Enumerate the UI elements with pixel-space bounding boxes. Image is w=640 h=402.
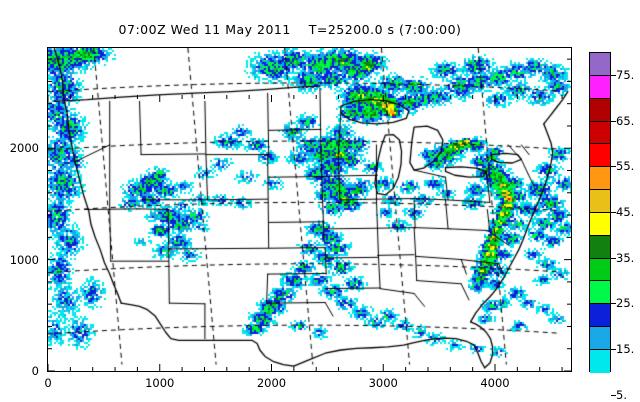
x-axis-tick-label: 2000 (256, 376, 287, 390)
colorbar-band (590, 75, 610, 99)
colorbar-band (590, 121, 610, 145)
radar-reflectivity-canvas (48, 48, 571, 371)
colorbar-tick-label: 5. (616, 387, 627, 402)
colorbar-tick (611, 303, 616, 305)
x-axis-labels: 0 1000 2000 3000 4000 (0, 376, 640, 396)
figure-title: 07:00Z Wed 11 May 2011 T=25200.0 s (7:00… (118, 22, 462, 37)
colorbar-band (590, 258, 610, 282)
colorbar-tick-label: 15. (616, 342, 635, 357)
y-axis-labels: 0 1000 2000 (0, 0, 45, 400)
colorbar-band (590, 349, 610, 373)
colorbar-tick (611, 166, 616, 168)
x-axis-tick-label: 3000 (368, 376, 398, 390)
colorbar-tick (611, 349, 616, 351)
colorbar-tick (611, 212, 616, 213)
colorbar-tick-label: 35. (616, 250, 635, 265)
colorbar-band (590, 167, 610, 191)
colorbar-band (590, 53, 610, 76)
colorbar-band (590, 98, 610, 122)
colorbar-tick-label: 75. (616, 67, 635, 82)
colorbar-band (590, 281, 610, 305)
colorbar-band (590, 212, 610, 236)
colorbar-tick (611, 120, 616, 122)
colorbar-tick-marks (611, 52, 617, 396)
colorbar-band (590, 304, 610, 328)
y-axis-tick-label: 1000 (9, 252, 39, 267)
map-plot-area (47, 47, 572, 372)
y-axis-tick-label: 0 (31, 364, 39, 378)
colorbar-tick (611, 257, 616, 259)
colorbar-band (590, 144, 610, 168)
colorbar-tick-label: 65. (616, 113, 635, 128)
colorbar-band (590, 235, 610, 259)
x-axis-tick-label: 4000 (480, 376, 510, 390)
y-axis-tick-label: 2000 (9, 141, 39, 156)
colorbar-tick-label: 45. (616, 205, 635, 219)
x-axis-tick-label: 0 (44, 376, 52, 390)
colorbar-tick-label: 55. (616, 159, 635, 174)
colorbar-band (590, 190, 610, 213)
colorbar-tick (611, 394, 616, 396)
colorbar-band (590, 327, 610, 350)
colorbar-labels: 75. 65. 55. 45. 35. 25. 15. 5. (616, 52, 640, 402)
colorbar-tick-label: 25. (616, 296, 635, 311)
colorbar-tick (611, 74, 616, 76)
x-axis-tick-label: 1000 (145, 376, 175, 390)
reflectivity-colorbar (589, 52, 611, 373)
